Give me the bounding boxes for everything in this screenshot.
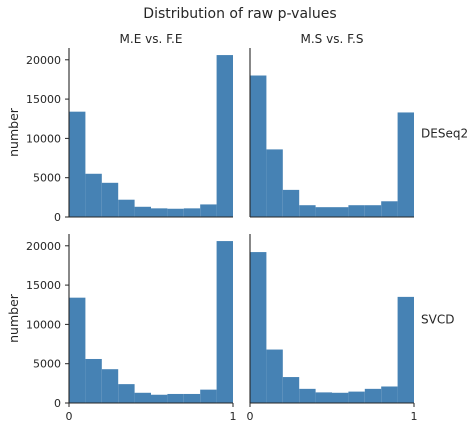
histogram-bar <box>118 384 135 403</box>
histogram-bar <box>315 392 332 403</box>
column-title: M.S vs. F.S <box>301 32 364 46</box>
histogram-bar <box>348 205 365 217</box>
histogram-bar <box>397 112 414 217</box>
y-tick-label: 5000 <box>33 358 61 371</box>
histogram-bar <box>397 296 414 403</box>
histogram-bar <box>118 199 135 217</box>
y-tick-label: 10000 <box>26 132 61 145</box>
histogram-bar <box>151 208 168 217</box>
y-tick-label: 0 <box>54 397 61 410</box>
histogram-bar <box>183 393 201 403</box>
histogram-bar <box>250 252 267 403</box>
y-tick-label: 15000 <box>26 279 61 292</box>
histogram-bar <box>299 388 316 403</box>
y-tick-label: 15000 <box>26 93 61 106</box>
row-title: SVCD <box>421 313 454 327</box>
histogram-bar <box>348 391 365 403</box>
histogram-bar <box>364 388 382 403</box>
y-tick-label: 5000 <box>33 172 61 185</box>
histogram-bar <box>200 389 217 403</box>
histogram-bar <box>282 189 300 217</box>
x-tick-label: 0 <box>247 410 254 423</box>
histogram-bar <box>216 55 233 217</box>
x-tick-label: 1 <box>230 410 237 423</box>
histogram-bar <box>85 173 102 217</box>
histogram-bar <box>332 392 349 403</box>
row-title: DESeq2 <box>421 127 468 141</box>
histogram-bar <box>69 297 86 403</box>
histogram-bar <box>315 207 332 217</box>
panel-svcd-1: 0 5000 10000 15000 20000 number 0 1 <box>6 234 237 423</box>
panel-deseq2-2: M.S vs. F.S DESeq2 <box>249 32 468 218</box>
y-axis-label: number <box>6 293 21 343</box>
histogram-bar <box>266 349 283 403</box>
histogram-bar <box>151 394 168 403</box>
histogram-bar <box>167 393 184 403</box>
histogram-bar <box>266 149 283 217</box>
y-tick-label: 20000 <box>26 240 61 253</box>
column-title: M.E vs. F.E <box>120 32 183 46</box>
histogram-bar <box>299 205 316 217</box>
histogram-bar <box>69 111 86 217</box>
histogram-bar <box>85 358 102 403</box>
figure-title: Distribution of raw p-values <box>143 6 336 22</box>
y-tick-label: 10000 <box>26 318 61 331</box>
histogram-bar <box>250 75 267 217</box>
x-tick-label: 0 <box>66 410 73 423</box>
histogram-bar <box>167 208 184 217</box>
histogram-bar <box>183 208 201 217</box>
histogram-bar <box>332 207 349 217</box>
histogram-bar <box>381 386 398 403</box>
histogram-bar <box>381 201 398 217</box>
histogram-bar <box>200 204 217 217</box>
histogram-bar <box>282 377 300 403</box>
y-tick-label: 20000 <box>26 54 61 67</box>
histogram-bar <box>134 392 151 403</box>
x-tick-label: 1 <box>411 410 418 423</box>
panel-deseq2-1: 0 5000 10000 15000 20000 number M.E vs. F.E <box>6 32 233 224</box>
histogram-bar <box>101 369 119 403</box>
y-axis-label: number <box>6 107 21 157</box>
histogram-bar <box>134 206 151 217</box>
panel-svcd-2: 0 1 SVCD <box>247 234 454 423</box>
histogram-bar <box>101 182 119 217</box>
y-tick-label: 0 <box>54 211 61 224</box>
histogram-bar <box>216 241 233 403</box>
histogram-bar <box>364 205 382 217</box>
